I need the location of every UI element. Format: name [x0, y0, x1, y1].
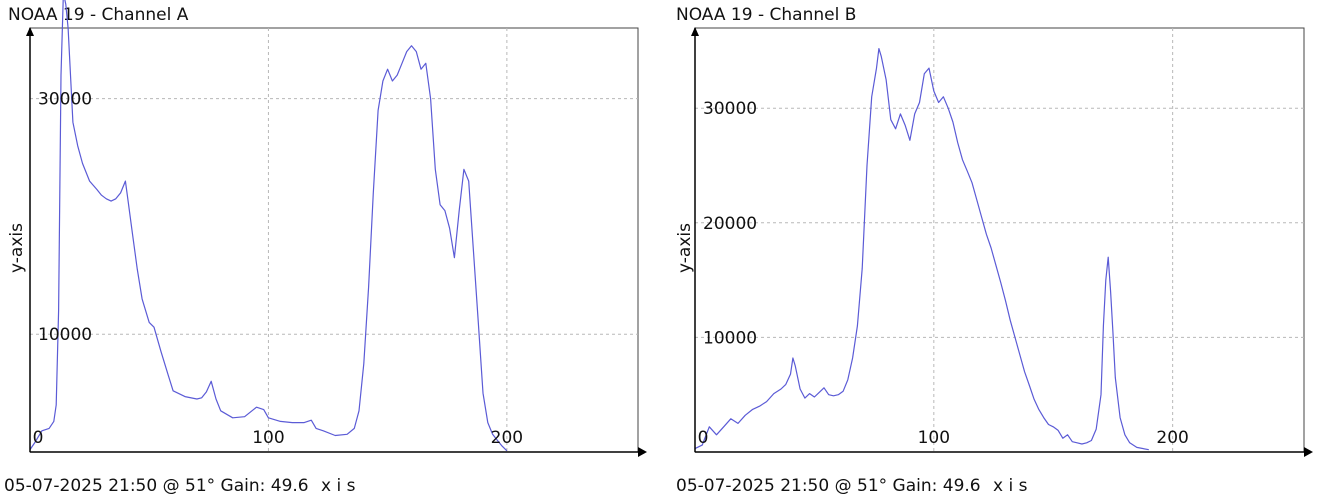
- x-axis-label-main: 05-07-2025 21:50 @ 51° Gain: 49.6: [676, 476, 981, 496]
- series-line: [694, 47, 1149, 451]
- chart-title: NOAA 19 - Channel B: [676, 5, 856, 25]
- chart-title: NOAA 19 - Channel A: [8, 5, 189, 25]
- y-tick-label: 30000: [38, 90, 92, 110]
- plot-frame: [694, 27, 1305, 453]
- plot-area: 0 100 200 10000 20000 30000: [691, 27, 1313, 457]
- x-axis-label-suffix: x i s: [993, 476, 1028, 496]
- chart-channel-a: NOAA 19 - Channel A 0 100 200 10000 30000 05…: [4, 0, 647, 496]
- y-tick-label: 20000: [703, 214, 757, 234]
- plot-frame: [29, 27, 639, 453]
- x-tick-label: 0: [33, 428, 44, 448]
- x-axis-label-suffix: x i s: [321, 476, 356, 496]
- x-axis-arrow: [1304, 447, 1313, 457]
- x-tick-label: 0: [698, 428, 709, 448]
- x-tick-label: 200: [491, 428, 523, 448]
- x-axis-label: 05-07-2025 21:50 @ 51° Gain: 49.6 x i s: [676, 476, 1028, 496]
- chart-channel-b: NOAA 19 - Channel B 0 100 200 10000 20000 300…: [675, 5, 1313, 496]
- x-tick-label: 200: [1156, 428, 1188, 448]
- y-axis-arrow: [691, 27, 699, 36]
- x-tick-label: 100: [252, 428, 284, 448]
- y-tick-label: 10000: [703, 328, 757, 348]
- y-axis-label: y-axis: [675, 223, 695, 273]
- plot-area: 0 100 200 10000 30000: [26, 0, 647, 457]
- x-axis-arrow: [638, 447, 647, 457]
- x-axis-label: 05-07-2025 21:50 @ 51° Gain: 49.6 x i s: [4, 476, 356, 496]
- y-tick-label: 10000: [38, 325, 92, 345]
- y-axis-label: y-axis: [7, 223, 27, 273]
- y-tick-label: 30000: [703, 99, 757, 119]
- y-axis-arrow: [26, 27, 34, 36]
- x-tick-label: 100: [918, 428, 950, 448]
- x-axis-label-main: 05-07-2025 21:50 @ 51° Gain: 49.6: [4, 476, 309, 496]
- series-line: [29, 0, 508, 452]
